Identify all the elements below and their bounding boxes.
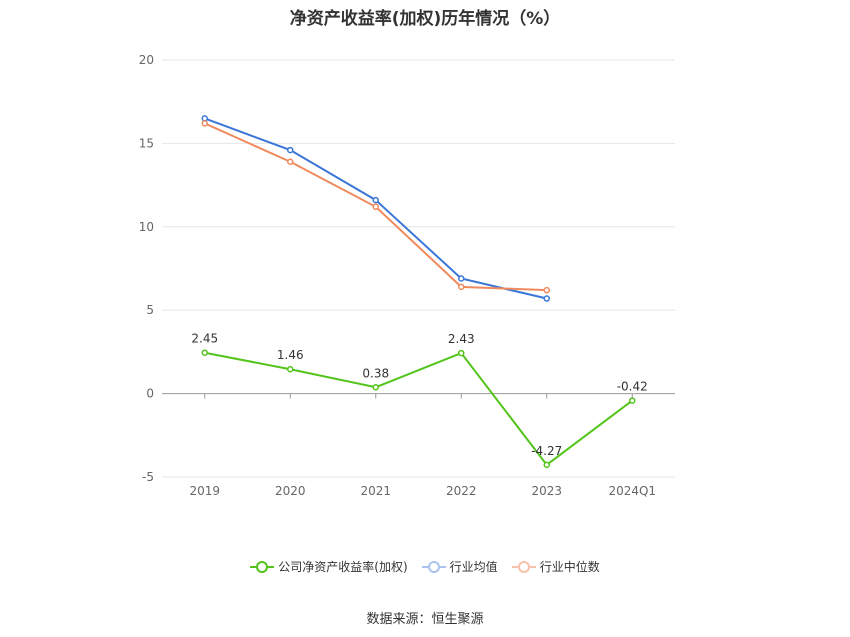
data-point: [287, 365, 294, 373]
x-tick-label: 2019: [189, 484, 220, 498]
x-tick-label: 2022: [446, 484, 477, 498]
x-tick-label: 2024Q1: [608, 484, 656, 498]
x-tick-label: 2021: [360, 484, 391, 498]
data-point: [458, 283, 465, 291]
data-source: 数据来源：恒生聚源: [366, 612, 484, 627]
data-label: 2.45: [191, 332, 218, 346]
y-tick-label: 5: [146, 303, 154, 317]
data-point: [287, 158, 294, 165]
data-point: [201, 120, 208, 127]
y-tick-label: 20: [139, 53, 154, 67]
data-point: [372, 196, 379, 204]
x-tick-label: 2020: [275, 484, 306, 498]
data-label: -4.27: [531, 444, 562, 458]
data-point: [201, 349, 208, 356]
legend-line-icon: [250, 560, 275, 574]
data-point: [629, 397, 636, 404]
legend-item-industry-mean[interactable]: 行业均值: [421, 558, 498, 575]
x-tick-label: 2023: [531, 484, 562, 498]
data-label: 1.46: [277, 348, 304, 362]
data-point: [287, 146, 294, 154]
y-tick-label: -5: [142, 470, 154, 484]
y-tick-label: 10: [139, 220, 154, 234]
legend-line-icon: [511, 560, 536, 574]
data-point: [372, 384, 379, 391]
legend-line-icon: [421, 560, 446, 574]
chart-title: 净资产收益率(加权)历年情况（%）: [289, 9, 561, 29]
data-point: [458, 349, 465, 357]
data-point: [543, 295, 550, 302]
legend-item-company[interactable]: 公司净资产收益率(加权): [250, 558, 408, 575]
y-tick-label: 0: [146, 387, 154, 401]
data-point: [458, 275, 465, 282]
legend-label: 行业均值: [449, 560, 498, 574]
data-label: -0.42: [617, 380, 648, 394]
data-point: [543, 286, 550, 294]
data-label: 0.38: [362, 366, 389, 380]
data-label: 2.43: [448, 332, 475, 346]
chart-legend: 公司净资产收益率(加权) 行业均值 行业中位数: [0, 558, 850, 575]
y-tick-label: 15: [139, 136, 154, 150]
legend-item-industry-median[interactable]: 行业中位数: [511, 558, 600, 575]
series-line: [204, 351, 633, 467]
data-point: [372, 203, 379, 211]
data-point: [201, 115, 208, 122]
legend-label: 行业中位数: [539, 560, 600, 574]
data-point: [543, 461, 550, 469]
legend-label: 公司净资产收益率(加权): [278, 560, 408, 574]
